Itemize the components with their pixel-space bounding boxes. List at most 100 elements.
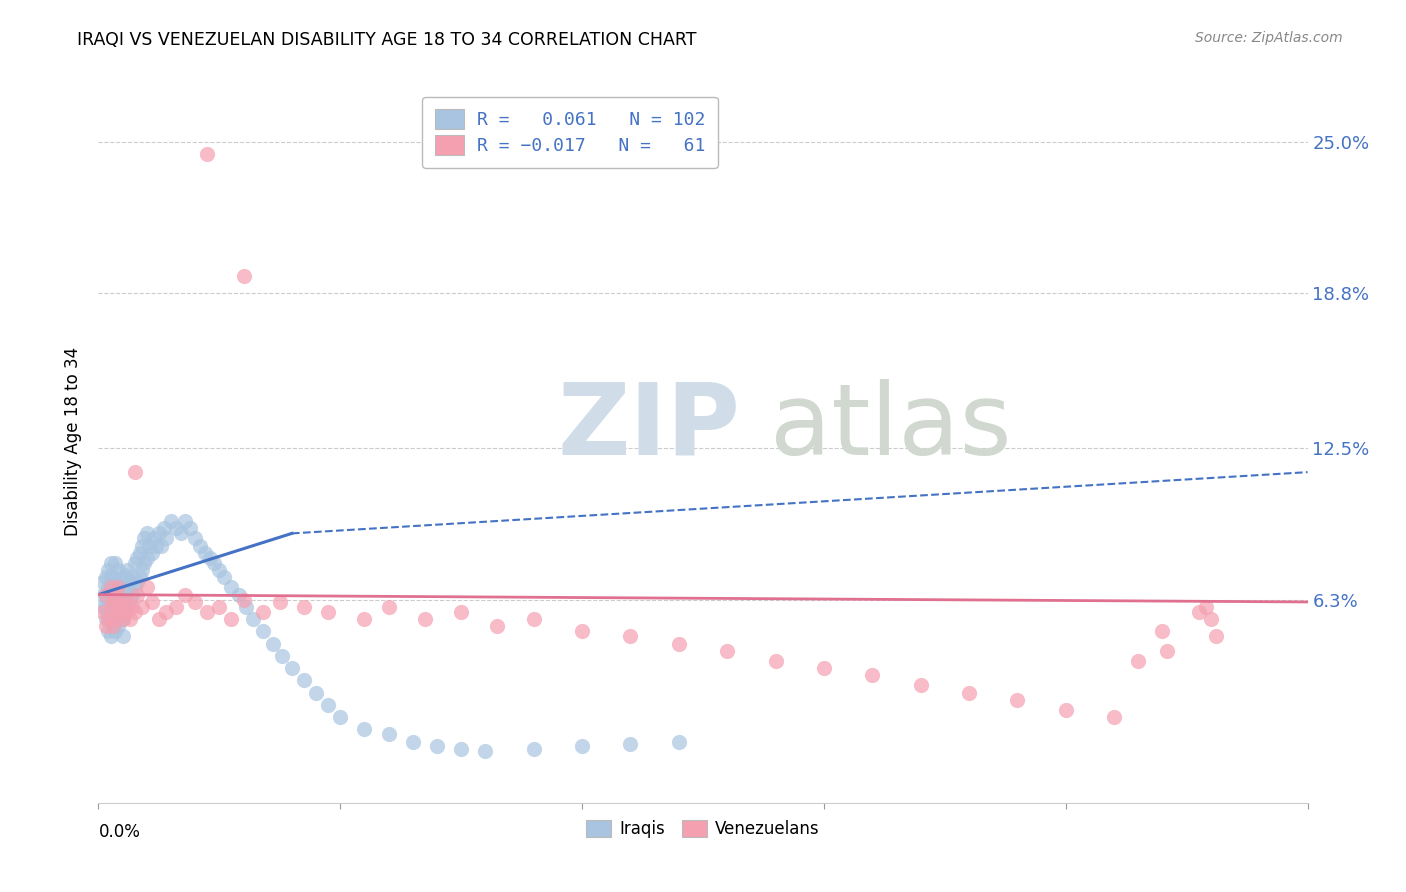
Point (111, 629, 134, 643)
Point (104, 556, 127, 570)
Point (117, 580, 139, 594)
Point (114, 568, 136, 582)
Text: IRAQI VS VENEZUELAN DISABILITY AGE 18 TO 34 CORRELATION CHART: IRAQI VS VENEZUELAN DISABILITY AGE 18 TO… (77, 31, 697, 49)
Point (104, 624, 127, 639)
Point (716, 644, 738, 658)
Point (292, 599, 315, 614)
Point (108, 592, 131, 607)
Point (262, 637, 284, 651)
Point (174, 588, 197, 602)
Point (135, 550, 157, 565)
Point (97, 580, 120, 594)
Point (1188, 605, 1211, 619)
Point (97, 612, 120, 626)
Point (100, 595, 122, 609)
Point (165, 521, 187, 535)
Point (100, 629, 122, 643)
Point (208, 599, 231, 614)
Point (107, 580, 129, 594)
Point (212, 570, 235, 584)
Point (91, 599, 114, 614)
Point (104, 607, 127, 622)
Point (127, 588, 149, 602)
Point (165, 599, 187, 614)
Point (100, 612, 122, 626)
Point (353, 723, 375, 737)
Point (188, 539, 211, 553)
Point (523, 742, 546, 756)
Point (128, 546, 150, 560)
Point (228, 588, 250, 602)
Point (910, 678, 932, 692)
Point (108, 612, 131, 626)
Point (316, 698, 339, 712)
Text: Source: ZipAtlas.com: Source: ZipAtlas.com (1195, 31, 1343, 45)
Point (353, 612, 375, 626)
Point (104, 588, 127, 602)
Point (124, 605, 146, 619)
Point (377, 599, 399, 614)
Point (174, 514, 197, 528)
Point (114, 605, 136, 619)
Point (1128, 654, 1150, 668)
Point (108, 599, 131, 614)
Point (104, 592, 127, 607)
Point (329, 710, 352, 724)
Point (1102, 710, 1125, 724)
Point (813, 661, 835, 675)
Point (377, 727, 399, 741)
Point (114, 588, 136, 602)
Point (402, 734, 425, 748)
Point (94, 588, 117, 602)
Point (269, 595, 291, 609)
Point (127, 575, 149, 590)
Point (957, 685, 980, 699)
Point (111, 592, 134, 607)
Point (169, 526, 191, 541)
Point (121, 588, 143, 602)
Point (208, 563, 231, 577)
Point (141, 595, 163, 609)
Point (155, 605, 177, 619)
Point (104, 575, 127, 590)
Point (107, 605, 129, 619)
Legend: Iraqis, Venezuelans: Iraqis, Venezuelans (579, 814, 827, 845)
Point (134, 531, 156, 545)
Point (148, 526, 170, 541)
Point (100, 599, 122, 614)
Point (235, 599, 257, 614)
Point (131, 563, 153, 577)
Point (94, 612, 117, 626)
Text: ZIP: ZIP (558, 378, 741, 475)
Point (184, 531, 207, 545)
Point (107, 599, 129, 614)
Point (232, 269, 254, 284)
Point (316, 605, 339, 619)
Point (155, 531, 177, 545)
Point (195, 605, 218, 619)
Point (131, 539, 153, 553)
Point (765, 654, 787, 668)
Point (204, 556, 226, 570)
Point (121, 570, 143, 584)
Point (1205, 629, 1227, 643)
Point (179, 521, 201, 535)
Point (135, 526, 157, 541)
Point (100, 580, 122, 594)
Point (474, 744, 496, 758)
Point (135, 580, 157, 594)
Point (668, 637, 690, 651)
Point (252, 624, 274, 639)
Point (97, 624, 120, 639)
Point (252, 605, 274, 619)
Point (100, 570, 122, 584)
Point (242, 612, 264, 626)
Point (111, 612, 134, 626)
Point (281, 661, 304, 675)
Point (486, 619, 509, 633)
Point (1199, 612, 1222, 626)
Point (1152, 624, 1174, 639)
Point (94, 570, 117, 584)
Point (124, 556, 146, 570)
Point (101, 588, 124, 602)
